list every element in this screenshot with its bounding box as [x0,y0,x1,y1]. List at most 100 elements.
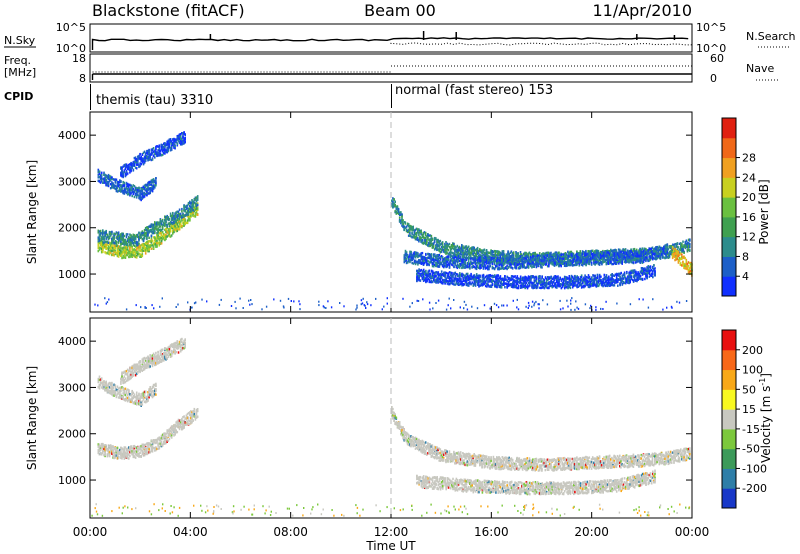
echo-cell [401,213,403,216]
echo-cell [131,247,133,250]
echo-cell [463,253,465,256]
echo-cell [154,226,156,229]
echo-cell [464,246,466,249]
echo-cell [114,240,117,243]
echo-cell [116,249,119,252]
echo-cell [179,220,182,223]
echo-cell [133,244,136,247]
echo-cell [173,142,175,145]
echo-cell [458,245,461,249]
echo-cell [121,169,123,172]
echo-cell [586,255,588,258]
echo-cell [196,202,199,205]
echo-cell [407,230,410,234]
echo-cell [403,221,405,224]
echo-cell [515,266,517,269]
echo-cell [126,253,129,257]
echo-cell [411,228,413,232]
echo-cell [120,233,122,236]
echo-cell [179,133,182,136]
echo-cell [113,233,115,237]
echo-cell [422,232,425,235]
echo-cell [144,248,147,252]
echo-cell [462,249,464,253]
echo-cell [158,154,161,157]
echo-cell [159,242,162,245]
echo-cell [123,256,126,259]
echo-cell [103,177,105,180]
echo-cell [621,249,623,252]
echo-cell [128,252,130,255]
echo-cell [151,181,154,184]
echo-cell [427,237,429,240]
echo-cell [121,234,123,237]
echo-cell [105,246,107,249]
echo-cell [486,254,489,257]
echo-cell [184,221,186,224]
echo-cell [161,144,164,147]
echo-cell [491,250,494,253]
echo-cell [432,242,435,245]
echo-cell [116,253,119,256]
echo-cell [103,171,105,174]
echo-cell [143,237,146,240]
echo-cell [164,222,166,225]
echo-cell [130,189,132,192]
echo-cell [195,209,198,213]
echo-cell [466,247,469,250]
echo-cell [463,246,465,250]
echo-cell [683,251,685,254]
echo-cell [187,217,190,220]
echo-cell [176,218,179,221]
echo-cell [150,241,153,244]
echo-cell [445,248,447,251]
echo-cell [183,131,185,134]
echo-cell [602,249,604,253]
echo-cell [109,183,112,186]
echo-cell [178,135,181,138]
echo-cell [468,252,471,255]
echo-cell [147,186,149,189]
echo-cell [128,237,130,240]
echo-cell [453,252,455,256]
echo-cell [164,149,166,152]
echo-cell [411,226,413,229]
echo-cell [113,184,115,187]
echo-cell [168,230,171,233]
echo-cell [151,189,154,192]
echo-cell [524,252,526,255]
echo-cell [192,208,194,212]
echo-cell [470,255,472,258]
echo-cell [102,232,104,236]
echo-cell [104,251,106,254]
echo-cell [146,226,148,229]
echo-cell [519,251,522,254]
echo-cell [116,254,119,258]
echo-cell [125,183,128,186]
echo-cell [414,228,417,232]
echo-cell [113,254,115,257]
echo-cell [108,253,111,256]
echo-cell [99,174,102,177]
echo-cell [122,173,124,176]
echo-cell [141,190,144,194]
echo-cell [497,253,499,256]
echo-cell [151,224,154,227]
echo-cell [518,255,521,258]
echo-cell [97,242,100,246]
echo-cell [447,248,449,252]
echo-cell [172,141,174,145]
echo-cell [152,185,155,188]
echo-cell [173,220,175,224]
echo-cell [161,153,164,156]
echo-cell [438,249,440,252]
echo-cell [445,244,447,247]
echo-cell [462,254,464,257]
echo-cell [182,224,184,227]
echo-cell [146,149,148,153]
echo-cell [152,179,155,182]
echo-cell [149,225,151,228]
echo-cell [151,149,154,152]
echo-cell [419,229,421,233]
echo-cell [164,236,166,240]
